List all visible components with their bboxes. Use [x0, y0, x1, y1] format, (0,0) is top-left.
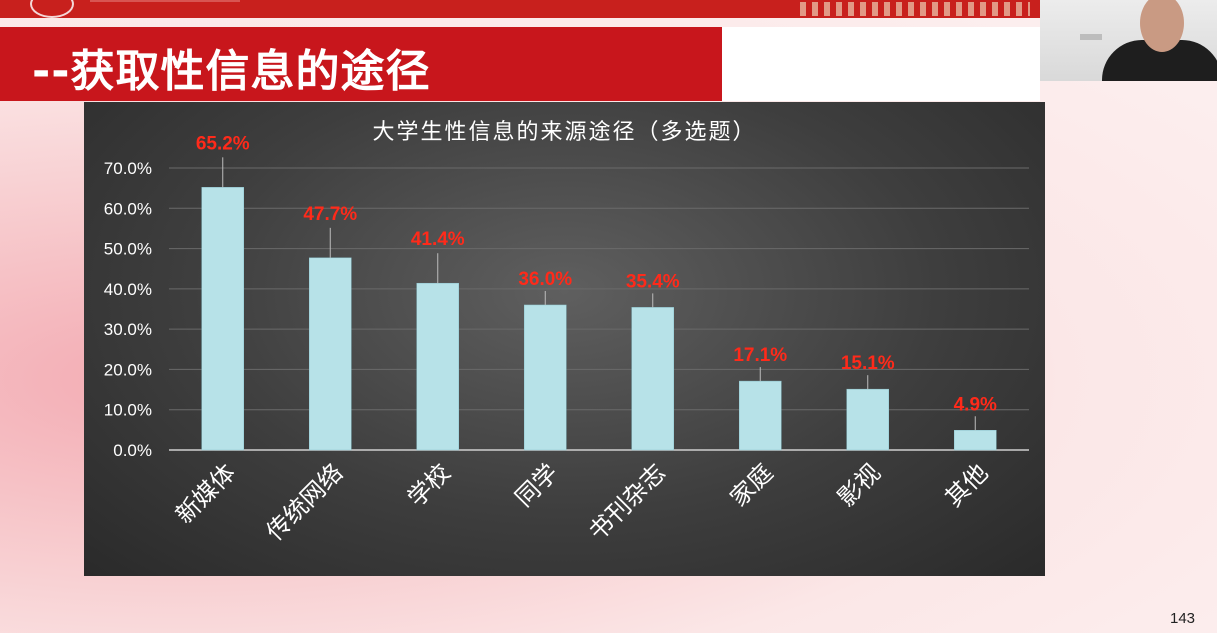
y-tick-label: 10.0% [104, 401, 152, 420]
data-label: 15.1% [841, 353, 895, 374]
slide-heading: --获取性信息的途径 [32, 46, 431, 97]
x-tick-label: 影视 [832, 458, 886, 512]
x-tick-label: 传统网络 [261, 458, 349, 546]
data-label: 36.0% [518, 269, 572, 290]
data-label: 47.7% [303, 204, 357, 225]
data-label: 4.9% [954, 394, 997, 415]
university-logo [30, 0, 74, 18]
y-tick-label: 70.0% [104, 159, 152, 178]
y-tick-label: 40.0% [104, 280, 152, 299]
y-tick-label: 20.0% [104, 360, 152, 379]
bar [631, 307, 674, 451]
slide-heading-bar: --获取性信息的途径 [0, 27, 722, 101]
data-label: 41.4% [411, 229, 465, 250]
slide-top-banner [0, 0, 1040, 18]
wall-sign [1080, 34, 1102, 40]
y-tick-label: 30.0% [104, 320, 152, 339]
bar [201, 187, 244, 451]
x-tick-label: 新媒体 [170, 458, 241, 529]
heading-blank-area [722, 27, 1040, 101]
webcam-video-feed[interactable] [1040, 0, 1217, 81]
bar-chart: 0.0% 10.0% 20.0% 30.0% 40.0% 50.0% 60.0% 70.0% 6… [104, 133, 1029, 546]
presenter-head [1140, 0, 1184, 52]
chart-title: 大学生性信息的来源途径（多选题） [372, 120, 757, 145]
data-label: 35.4% [626, 271, 680, 292]
building-decoration [800, 2, 1030, 16]
x-tick-label: 其他 [940, 458, 994, 512]
bar [954, 430, 997, 451]
bar [416, 282, 459, 451]
x-tick-label: 同学 [510, 458, 564, 512]
y-tick-label: 50.0% [104, 240, 152, 259]
bar [846, 388, 889, 451]
banner-subtitle-strip [90, 0, 240, 2]
page-number: 143 [1170, 610, 1196, 627]
data-label: 65.2% [196, 133, 250, 154]
data-label: 17.1% [733, 345, 787, 366]
x-tick-label: 家庭 [725, 458, 779, 512]
x-tick-label: 书刊杂志 [583, 458, 671, 546]
bar [739, 380, 782, 451]
chart-panel: 大学生性信息的来源途径（多选题） 0.0% 10.0% 20.0% 30.0% 40.0… [84, 102, 1045, 576]
y-tick-label: 0.0% [113, 441, 152, 460]
bar [309, 257, 352, 451]
x-tick-label: 学校 [402, 458, 456, 512]
bar [524, 304, 567, 451]
y-tick-label: 60.0% [104, 199, 152, 218]
